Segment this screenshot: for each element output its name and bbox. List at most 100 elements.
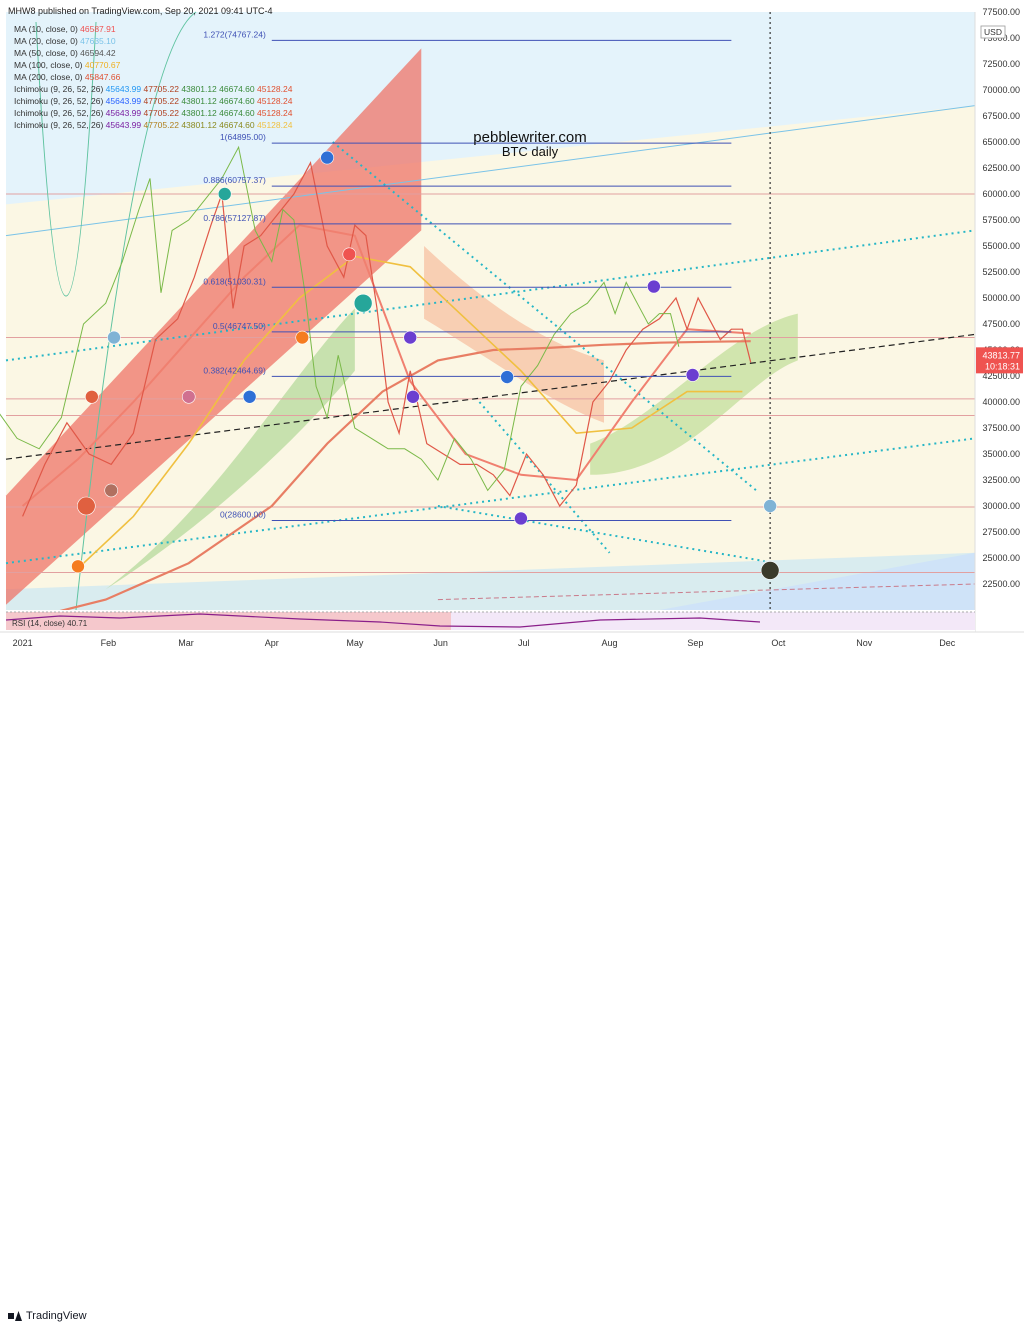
marker-circle xyxy=(104,483,119,498)
marker-circle xyxy=(500,370,514,384)
legend-value: 43801.12 xyxy=(181,84,219,94)
legend-value: 43801.12 xyxy=(181,120,219,130)
marker-circle xyxy=(85,389,99,404)
y-tick-label: 67500.00 xyxy=(982,111,1020,121)
chikou-line xyxy=(0,145,680,492)
marker-circle xyxy=(181,389,196,404)
tradingview-brand[interactable]: TradingView xyxy=(8,1310,87,1322)
price-line xyxy=(22,161,752,517)
marker-circle xyxy=(107,330,121,345)
dotted-downtrend xyxy=(332,141,757,492)
dotted-lower-downtrend xyxy=(437,505,765,563)
indicator-line xyxy=(5,613,761,628)
x-tick-label: Jul xyxy=(518,638,530,648)
fib-label-0.5: 0.5(46747.50) xyxy=(213,321,266,331)
marker-circle xyxy=(403,330,418,345)
y-tick-label: 47500.00 xyxy=(982,319,1020,329)
legend-value: 47705.22 xyxy=(144,120,182,130)
upper-trendline xyxy=(5,105,976,237)
legend-value: 46674.60 xyxy=(219,120,257,130)
legend-row: Ichimoku (9, 26, 52, 26) 45643.99 47705.… xyxy=(14,96,293,106)
legend-value: 46674.60 xyxy=(219,84,257,94)
y-tick-label: 65000.00 xyxy=(982,137,1020,147)
x-tick-label: Oct xyxy=(771,638,786,648)
y-tick-label: 60000.00 xyxy=(982,189,1020,199)
marker-circle xyxy=(763,499,777,513)
price-tag-value: 43813.77 xyxy=(982,350,1020,360)
lower-blue-wedge xyxy=(659,552,975,610)
legend-value: 47635.10 xyxy=(80,36,116,46)
marker-circle xyxy=(760,561,780,580)
fib-label-1.272: 1.272(74767.24) xyxy=(203,29,266,39)
x-tick-label: Feb xyxy=(101,638,117,648)
x-tick-label: Apr xyxy=(265,638,279,648)
legend-value: 43801.12 xyxy=(181,108,219,118)
y-tick-label: 40000.00 xyxy=(982,397,1020,407)
y-tick-label: 77500.00 xyxy=(982,7,1020,17)
legend-row: Ichimoku (9, 26, 52, 26) 45643.99 47705.… xyxy=(14,108,293,118)
legend-row: MA (200, close, 0) 45847.66 xyxy=(14,72,121,82)
legend-value: 47705.22 xyxy=(144,84,182,94)
upper-channel-zone xyxy=(6,12,975,205)
x-tick-label: Nov xyxy=(856,638,873,648)
ichimoku-cloud-red xyxy=(424,246,605,423)
legend-row: MA (50, close, 0) 46594.42 xyxy=(14,48,116,58)
footer-bar: TradingView xyxy=(0,652,1024,1322)
marker-circle xyxy=(295,330,310,345)
y-tick-label: 62500.00 xyxy=(982,163,1020,173)
ichimoku-cloud-green-2 xyxy=(590,313,798,475)
x-tick-label: May xyxy=(346,638,364,648)
legend-value: 45643.99 xyxy=(106,96,144,106)
time-axis xyxy=(0,632,1024,652)
legend-value: 46587.91 xyxy=(80,24,116,34)
y-tick-label: 30000.00 xyxy=(982,501,1020,511)
marker-circle xyxy=(217,187,232,201)
legend-label: MA (50, close, 0) xyxy=(14,48,80,58)
ma100-line xyxy=(77,255,743,569)
marker-circle xyxy=(647,279,661,294)
legend-value: 47705.22 xyxy=(144,96,182,106)
fib-label-0.786: 0.786(57127.87) xyxy=(203,213,266,223)
legend-value: 45847.66 xyxy=(85,72,121,82)
marker-circle xyxy=(514,511,528,526)
y-tick-label: 52500.00 xyxy=(982,267,1020,277)
y-tick-label: 32500.00 xyxy=(982,475,1020,485)
y-tick-label: 27500.00 xyxy=(982,527,1020,537)
marker-circle xyxy=(685,368,700,382)
legend-value: 45128.24 xyxy=(257,84,293,94)
legend-label: MA (200, close, 0) xyxy=(14,72,85,82)
brand-label: TradingView xyxy=(26,1310,87,1322)
legend-value: 46674.60 xyxy=(219,96,257,106)
lower-zone xyxy=(6,552,975,610)
legend-value: 43801.12 xyxy=(181,96,219,106)
x-tick-label: 2021 xyxy=(13,638,33,648)
price-chart[interactable]: 1.272(74767.24) 1(64895.00) 0.886(60757.37… xyxy=(0,0,1024,652)
legend-row: MA (10, close, 0) 46587.91 xyxy=(14,24,116,34)
arc-green xyxy=(35,21,97,297)
fib-label-0.382: 0.382(42464.69) xyxy=(203,365,266,375)
legend-value: 45643.99 xyxy=(106,108,144,118)
legend-label: MA (100, close, 0) xyxy=(14,60,85,70)
legend-label: Ichimoku (9, 26, 52, 26) xyxy=(14,120,106,130)
legend-row: Ichimoku (9, 26, 52, 26) 45643.99 47705.… xyxy=(14,84,293,94)
y-tick-label: 25000.00 xyxy=(982,553,1020,563)
legend-value: 45128.24 xyxy=(257,120,293,130)
marker-circle xyxy=(406,389,420,404)
y-tick-label: 70000.00 xyxy=(982,85,1020,95)
currency-box xyxy=(980,25,1006,39)
indicator-band-purple xyxy=(451,612,975,630)
dotted-trendline-1 xyxy=(5,229,976,362)
legend-value: 45643.99 xyxy=(106,84,144,94)
y-tick-label: 35000.00 xyxy=(982,449,1020,459)
legend-value: 40770.67 xyxy=(85,60,121,70)
legend-value: 45128.24 xyxy=(257,108,293,118)
fib-label-0: 0(28600.00) xyxy=(220,510,266,520)
legend-label: MA (10, close, 0) xyxy=(14,24,80,34)
legend-label: MA (20, close, 0) xyxy=(14,36,80,46)
marker-circle xyxy=(320,150,334,165)
legend-label: Ichimoku (9, 26, 52, 26) xyxy=(14,108,106,118)
price-axis xyxy=(975,0,1024,652)
marker-circle xyxy=(353,293,373,313)
marker-circle xyxy=(342,247,357,262)
